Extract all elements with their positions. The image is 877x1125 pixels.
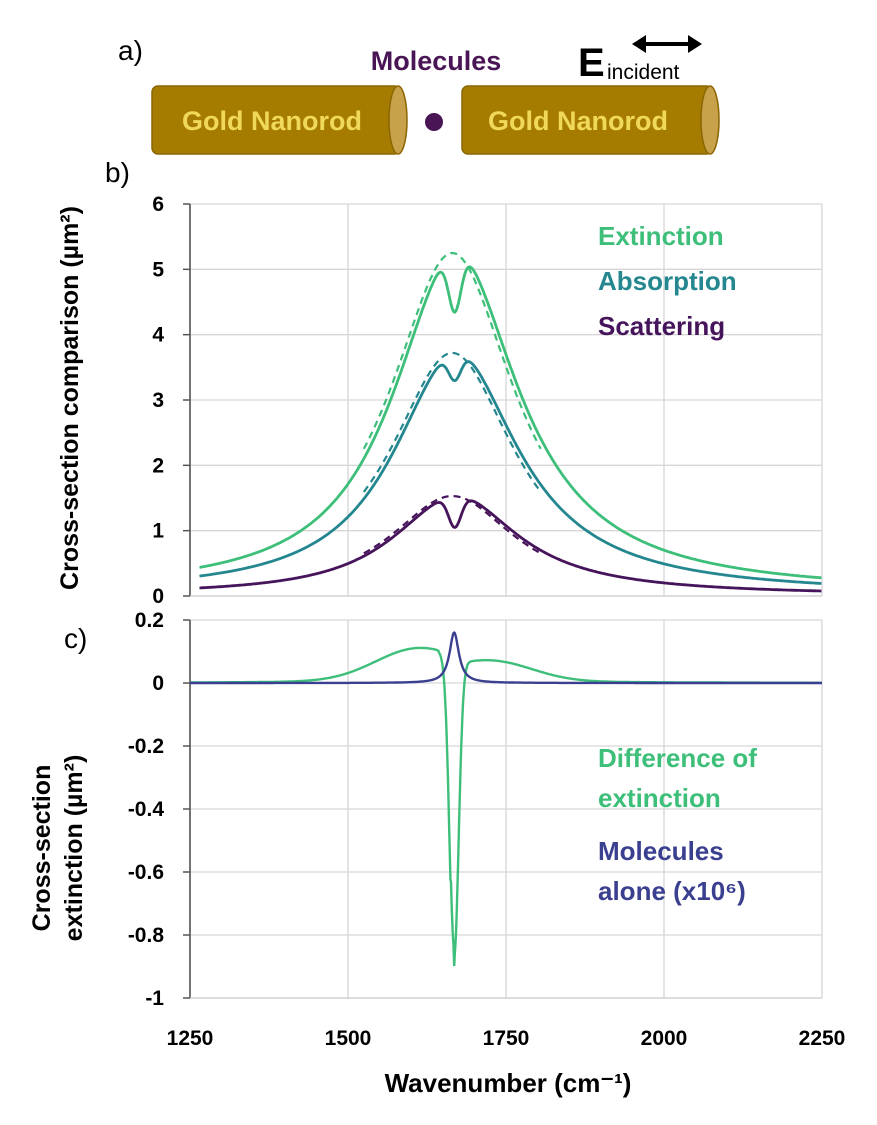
ytick-label-1: 1	[152, 520, 164, 543]
panel-c-ylabel-line2: extinction (µm²)	[60, 755, 88, 942]
ytick-label-3: 3	[152, 389, 164, 412]
panel-b-axes	[183, 203, 822, 597]
panel-b-ylabel: Cross-section comparison (µm²)	[56, 206, 84, 590]
ytick-label-5: -0.8	[128, 924, 165, 947]
ytick-label-2: 2	[152, 454, 164, 477]
e-field-symbol: E	[578, 41, 605, 85]
nanorod-right: Gold Nanorod	[461, 85, 720, 155]
ytick-label-0: 0.2	[135, 609, 164, 632]
ytick-label-5: 5	[152, 258, 164, 281]
panel-c-ylabel-line1: Cross-section	[28, 765, 56, 932]
molecule-dot	[425, 113, 443, 131]
xtick-label-1: 1500	[325, 1027, 372, 1050]
legend-scattering: Scattering	[598, 311, 725, 341]
double-arrow-icon	[632, 35, 702, 53]
series-extinction	[199, 265, 822, 580]
xtick-label-2: 1750	[483, 1027, 530, 1050]
ytick-label-4: -0.6	[128, 861, 164, 884]
legend-difference-line1: Difference of	[598, 743, 757, 773]
panel-b-series	[199, 251, 822, 593]
series-absorption-dashed	[362, 351, 542, 493]
panel-b-label: b)	[105, 157, 130, 188]
legend-extinction: Extinction	[598, 221, 724, 251]
x-axis-label: Wavenumber (cm⁻¹)	[385, 1068, 632, 1098]
panel-b-grid	[189, 203, 823, 597]
legend-molecules-line2: alone (x10⁶)	[598, 876, 746, 906]
legend-absorption: Absorption	[598, 266, 737, 296]
ytick-label-2: -0.2	[128, 735, 164, 758]
ytick-label-6: -1	[145, 987, 164, 1010]
panel-a-label: a)	[118, 35, 143, 66]
legend-difference-line2: extinction	[598, 783, 721, 813]
ytick-label-0: 0	[152, 585, 164, 608]
xtick-label-0: 1250	[167, 1027, 214, 1050]
series-absorption	[199, 360, 822, 585]
ytick-label-4: 4	[152, 324, 164, 347]
ytick-label-3: -0.4	[128, 798, 165, 821]
series-extinction-dashed	[362, 251, 542, 450]
molecules-label: Molecules	[371, 46, 502, 76]
nanorod-left: Gold Nanorod	[151, 85, 408, 155]
series-molecules-alone	[190, 630, 822, 685]
e-field-subscript: incident	[607, 61, 680, 84]
nanorod-left-label: Gold Nanorod	[182, 106, 362, 136]
panel-c-xtick-labels: 1250 1500 1750 2000 2250	[167, 1027, 846, 1050]
xtick-label-3: 2000	[641, 1027, 688, 1050]
nanorod-right-label: Gold Nanorod	[488, 106, 668, 136]
panel-b-ytick-labels: 0 1 2 3 4 5 6	[152, 193, 164, 608]
panel-c-ytick-labels: 0.2 0 -0.2 -0.4 -0.6 -0.8 -1	[128, 609, 165, 1010]
series-scattering	[199, 499, 822, 593]
xtick-label-4: 2250	[799, 1027, 846, 1050]
panel-c-series	[190, 630, 822, 967]
panel-c-label: c)	[64, 623, 87, 654]
ytick-label-1: 0	[152, 672, 164, 695]
panel-c-grid	[189, 619, 823, 999]
legend-molecules-line1: Molecules	[598, 836, 724, 866]
ytick-label-6: 6	[152, 193, 164, 216]
